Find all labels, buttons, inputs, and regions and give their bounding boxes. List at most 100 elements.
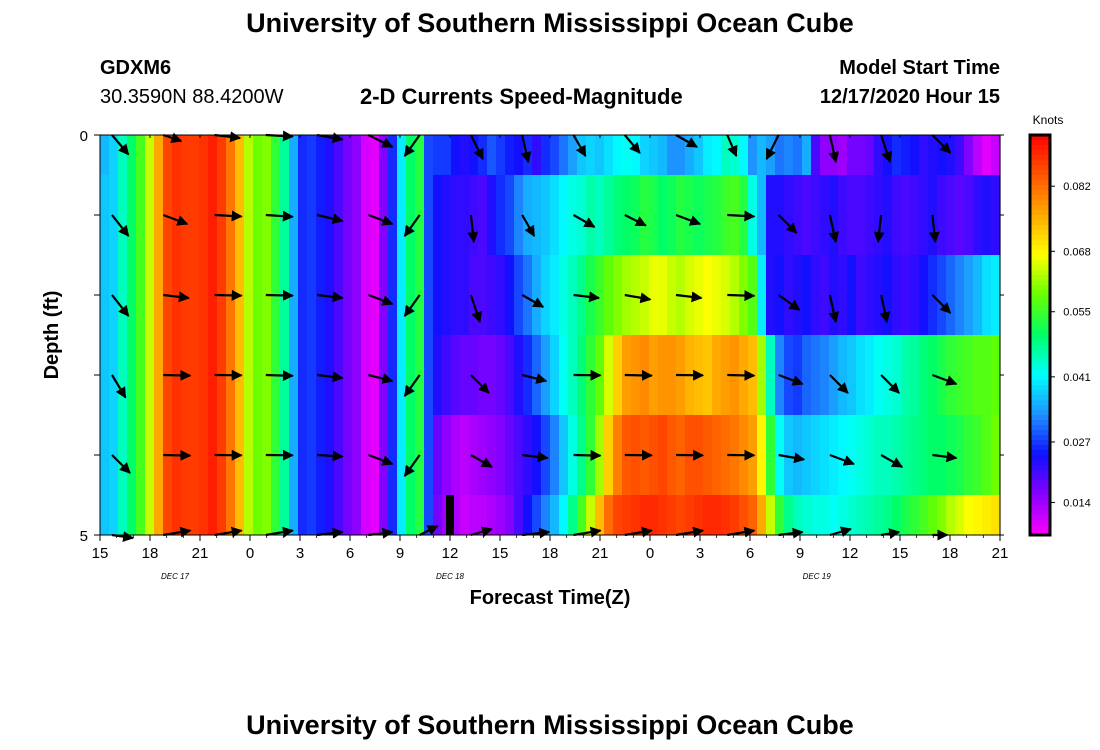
current-vector-arrow [777,214,798,234]
heatmap-cell [604,415,614,495]
heatmap-cell [937,415,947,495]
heatmap-cell [289,175,299,255]
colorbar-swatch [1030,140,1050,146]
heatmap-cell [856,135,866,175]
heatmap-cell [199,415,209,495]
heatmap-cell [901,175,911,255]
colorbar-swatch [1030,155,1050,161]
heatmap-cell [109,495,119,535]
heatmap-cell [811,175,821,255]
heatmap-cell [703,415,713,495]
colorbar-swatch [1030,360,1050,366]
heatmap-cell [739,495,749,535]
heatmap-cell [676,495,686,535]
heatmap-cell [532,135,542,175]
heatmap-cell [901,495,911,535]
heatmap-cell [973,495,983,535]
heatmap-cell [973,135,983,175]
heatmap-cell [577,175,587,255]
colorbar-swatch [1030,350,1050,356]
heatmap-cell [235,495,245,535]
heatmap-cell [757,135,767,175]
heatmap-cell [613,415,623,495]
x-tick-label: 9 [796,545,804,562]
heatmap-cell [847,335,857,415]
colorbar-swatch [1030,320,1050,326]
heatmap-cell [145,135,155,175]
date-label: DEC 18 [436,572,465,581]
heatmap-cell [865,495,875,535]
heatmap-cell [694,175,704,255]
heatmap-cell [838,335,848,415]
station-id: GDXM6 [100,57,172,79]
heatmap-cell [307,135,317,175]
heatmap-cell [865,335,875,415]
heatmap-cell [955,255,965,335]
heatmap-cell [586,135,596,175]
heatmap-cell [865,175,875,255]
heatmap-cell [361,495,371,535]
current-vector-arrow [368,453,394,466]
heatmap-cell [478,135,488,175]
heatmap-cell [253,495,263,535]
colorbar-swatch [1030,210,1050,216]
heatmap-cell [613,495,623,535]
heatmap-cell [163,135,173,175]
heatmap-cell [712,495,722,535]
colorbar-swatch [1030,235,1050,241]
current-vector-arrow [521,214,536,237]
heatmap-cell [919,335,929,415]
heatmap-cell [892,175,902,255]
current-vector-arrow [403,454,421,477]
heatmap-cell [478,255,488,335]
heatmap-cell [379,175,389,255]
heatmap-cell [100,175,110,255]
colorbar-swatch [1030,445,1050,451]
heatmap-cell [145,335,155,415]
heatmap-cell [289,135,299,175]
colorbar-tick-label: 0.027 [1063,437,1091,449]
heatmap-cell [496,335,506,415]
heatmap-cell [793,175,803,255]
x-tick-label: 15 [92,545,109,562]
heatmap-cell [811,255,821,335]
heatmap-cell [199,335,209,415]
current-vector-arrow [163,449,192,461]
heatmap-cell [532,175,542,255]
current-vector-arrow [880,454,904,468]
current-vector-arrow [163,369,192,381]
heatmap-cell [424,415,434,495]
heatmap-cell [352,335,362,415]
date-label: DEC 17 [161,572,190,581]
heatmap-cell [784,335,794,415]
current-vector-arrow [765,134,780,160]
heatmap-cell [487,255,497,335]
colorbar-swatch [1030,500,1050,506]
heatmap-cell [388,135,398,175]
heatmap-cell [712,175,722,255]
heatmap-cell [415,495,425,535]
colorbar-swatch [1030,230,1050,236]
heatmap-cell [541,495,551,535]
heatmap-cell [658,175,668,255]
heatmap-cell [865,415,875,495]
colorbar-swatch [1030,180,1050,186]
heatmap-cell [280,135,290,175]
colorbar-swatch [1030,530,1050,536]
heatmap-cell [874,335,884,415]
heatmap-cell [667,255,677,335]
heatmap-cell [505,335,515,415]
heatmap-cell [244,415,254,495]
heatmap-cell [901,255,911,335]
heatmap-cell [181,255,191,335]
heatmap-cell [811,495,821,535]
heatmap-cell [442,415,452,495]
heatmap-cell [937,255,947,335]
current-vector-arrow [727,369,756,381]
heatmap-cell [316,135,326,175]
heatmap-cell [181,495,191,535]
heatmap-cell [451,175,461,255]
x-tick-label: 21 [192,545,209,562]
current-vector-arrow [624,526,653,538]
heatmap-cell [766,175,776,255]
